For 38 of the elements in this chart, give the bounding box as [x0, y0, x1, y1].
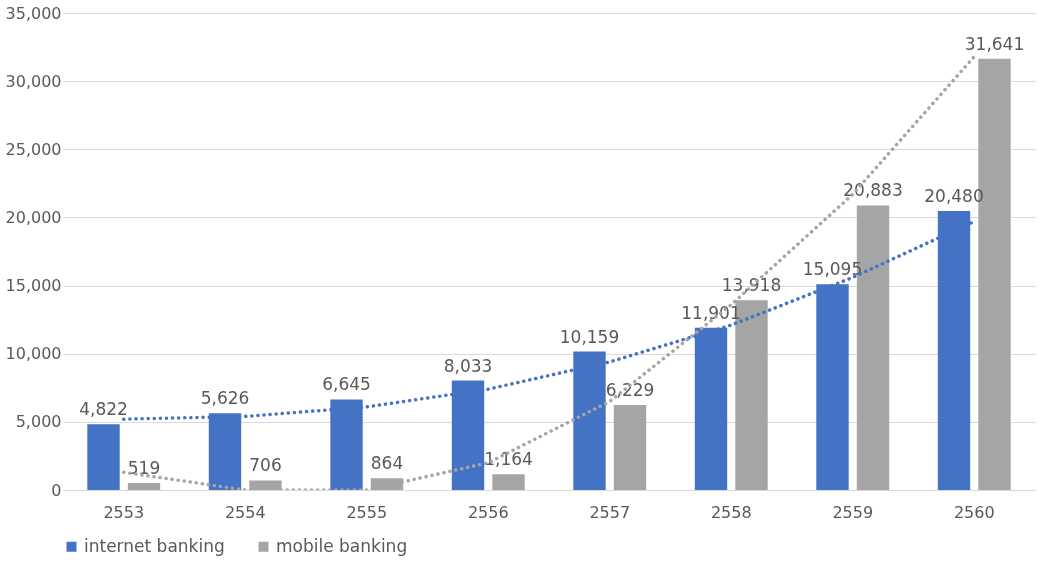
x-tick-label: 2557 [589, 502, 631, 522]
x-tick-label: 2559 [832, 502, 874, 522]
data-label: 20,480 [924, 185, 984, 206]
data-label: 31,641 [964, 33, 1025, 54]
x-tick-label: 2558 [710, 502, 752, 522]
legend-label: internet banking [84, 535, 225, 556]
x-tick-label: 2560 [953, 502, 995, 522]
data-label: 706 [249, 455, 282, 476]
legend-label: mobile banking [276, 535, 408, 556]
data-label: 15,095 [802, 259, 863, 280]
x-tick-label: 2556 [467, 502, 509, 522]
data-label: 519 [127, 457, 161, 478]
data-label: 10,159 [559, 326, 620, 347]
bar [492, 474, 525, 490]
data-label: 20,883 [843, 180, 903, 201]
y-tick-label: 20,000 [5, 207, 62, 227]
data-label: 6,229 [605, 380, 655, 401]
data-label: 8,033 [443, 355, 493, 376]
y-tick-label: 15,000 [5, 276, 62, 296]
data-label: 6,645 [322, 374, 371, 395]
y-tick-label: 10,000 [5, 344, 62, 364]
data-label: 11,901 [681, 302, 741, 323]
bar [87, 424, 120, 490]
data-label: 1,164 [484, 449, 533, 470]
data-label: 13,918 [721, 275, 782, 296]
y-tick-label: 30,000 [5, 71, 62, 91]
y-tick-label: 35,000 [5, 3, 62, 23]
y-tick-label: 0 [51, 480, 62, 500]
data-label: 5,626 [200, 388, 250, 409]
y-tick-label: 5,000 [15, 412, 62, 432]
data-label: 4,822 [79, 399, 128, 420]
x-tick-label: 2554 [224, 502, 266, 522]
x-tick-label: 2555 [346, 502, 388, 522]
data-label: 864 [370, 453, 404, 474]
bar [127, 482, 161, 490]
x-tick-label: 2553 [103, 502, 145, 522]
y-tick-label: 25,000 [5, 139, 62, 159]
bar [613, 405, 647, 490]
